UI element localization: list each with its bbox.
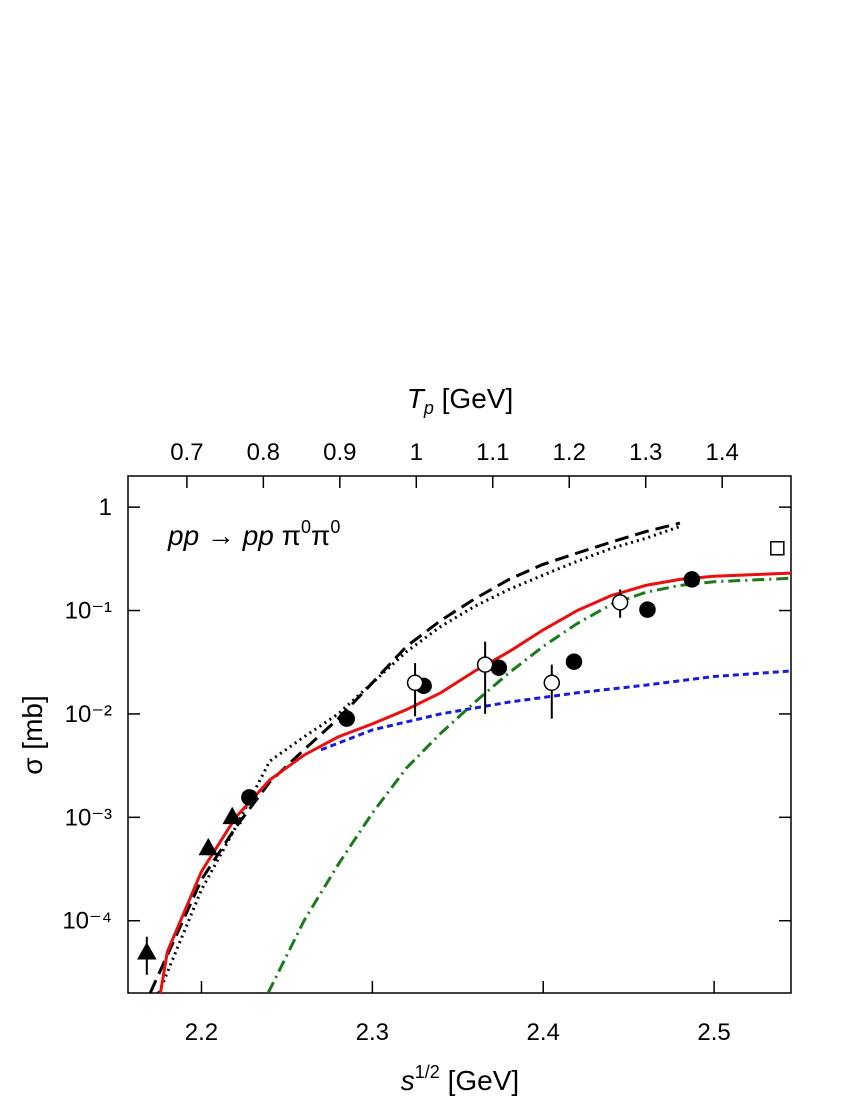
data-point <box>543 674 561 692</box>
data-point <box>137 942 157 960</box>
x2-tick-label: 0.7 <box>170 439 203 466</box>
x2-tick-label: 0.9 <box>323 439 356 466</box>
curve <box>159 571 791 993</box>
x-axis-label: s1/2 [GeV] <box>401 1062 519 1096</box>
curve <box>157 525 681 993</box>
x-tick-label: 2.2 <box>185 1019 218 1046</box>
data-point <box>639 601 656 618</box>
data-point <box>490 659 508 676</box>
x2-axis-label: Tp [GeV] <box>407 383 514 418</box>
data-point <box>683 571 701 588</box>
x-tick-label: 2.3 <box>356 1019 389 1046</box>
x2-tick-label: 1.2 <box>553 439 586 466</box>
x2-tick-label: 1 <box>410 439 423 466</box>
data-point <box>770 541 785 556</box>
y-tick-label: 10⁻² <box>65 701 112 728</box>
x2-tick-label: 1.3 <box>629 439 662 466</box>
y-tick-label: 10⁻¹ <box>65 598 112 625</box>
x2-tick-label: 0.8 <box>247 439 280 466</box>
data-point <box>241 789 258 806</box>
plot-frame <box>127 475 792 994</box>
data-point <box>198 837 219 856</box>
curve <box>148 521 681 993</box>
curves <box>148 521 791 993</box>
x2-tick-label: 1.4 <box>705 439 738 466</box>
curve <box>266 576 791 993</box>
annotation: pp → pp π0π0 <box>167 517 340 551</box>
data-point <box>476 656 494 673</box>
x2-tick-label: 1.1 <box>476 439 509 466</box>
data-point <box>565 653 583 670</box>
y-tick-label: 10⁻³ <box>65 804 112 831</box>
data-point <box>338 710 355 727</box>
data-point <box>611 594 629 611</box>
y-axis-label: σ [mb] <box>17 695 48 775</box>
y-tick-label: 1 <box>99 494 112 521</box>
x-tick-label: 2.5 <box>697 1019 730 1046</box>
data-point <box>222 806 243 825</box>
x-tick-label: 2.4 <box>527 1019 560 1046</box>
y-tick-label: 10⁻⁴ <box>62 908 112 935</box>
data-point <box>406 674 424 692</box>
